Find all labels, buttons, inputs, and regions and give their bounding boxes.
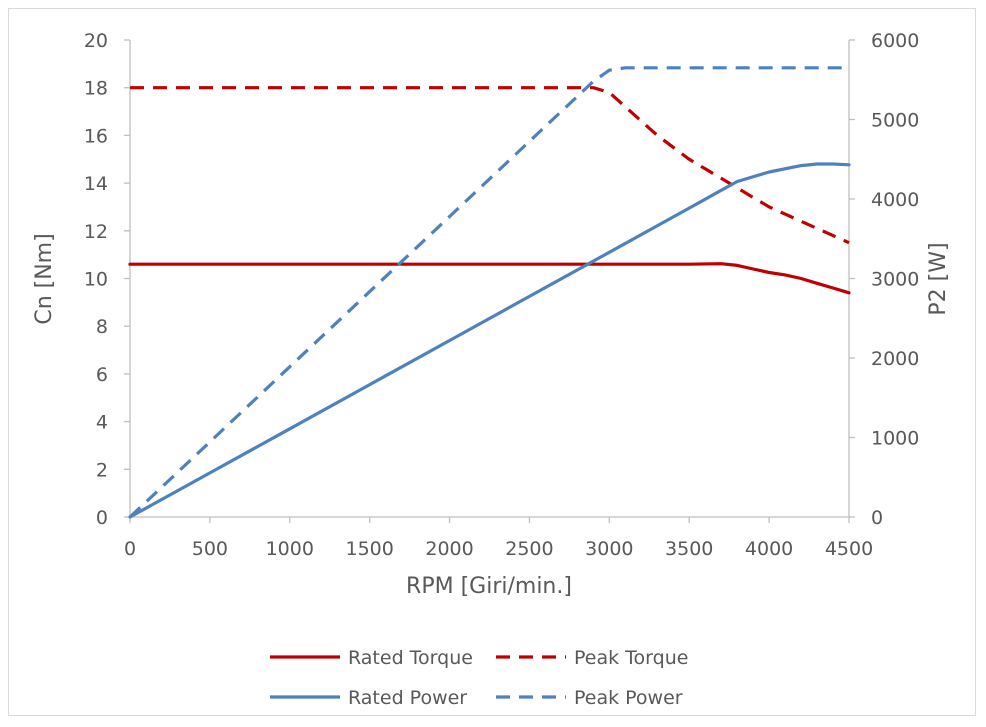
y-left-tick-label: 12 bbox=[84, 221, 108, 243]
x-tick-label: 0 bbox=[124, 538, 136, 560]
series-layer bbox=[128, 66, 851, 519]
legend-label: Rated Torque bbox=[348, 647, 473, 669]
x-tick-label: 2500 bbox=[505, 538, 553, 560]
y-right-tick-label: 5000 bbox=[871, 110, 919, 132]
x-tick-label: 2000 bbox=[425, 538, 473, 560]
y-axis-left-title: Cn [Nm] bbox=[32, 233, 57, 324]
chart-frame bbox=[8, 8, 976, 716]
y-left-tick-label: 16 bbox=[84, 125, 108, 147]
y-right-tick-label: 4000 bbox=[871, 189, 919, 211]
x-tick-label: 3500 bbox=[665, 538, 713, 560]
series-line-rated-power bbox=[128, 162, 851, 519]
series-line-peak-power bbox=[128, 66, 849, 519]
legend-item: Peak Power bbox=[496, 687, 683, 709]
x-tick-label: 4000 bbox=[745, 538, 793, 560]
series-line-rated-torque bbox=[128, 262, 851, 295]
series-line-peak-torque bbox=[130, 86, 850, 245]
x-tick-label: 4500 bbox=[825, 538, 873, 560]
y-left-tick-label: 20 bbox=[84, 30, 108, 52]
legend-label: Rated Power bbox=[348, 687, 467, 709]
y-right-tick-label: 2000 bbox=[871, 348, 919, 370]
legend-label: Peak Power bbox=[574, 687, 683, 709]
y-right-tick-label: 3000 bbox=[871, 269, 919, 291]
y-left-tick-label: 14 bbox=[84, 173, 108, 195]
legend: Rated Torque Peak Torque Rated Power Peak P… bbox=[270, 647, 688, 709]
y-left-tick-label: 0 bbox=[96, 507, 108, 529]
y-right-tick-label: 1000 bbox=[871, 428, 919, 450]
axes-group: 0246810121416182001000200030004000500060… bbox=[84, 30, 920, 560]
legend-item: Peak Torque bbox=[496, 647, 688, 669]
x-tick-label: 3000 bbox=[585, 538, 633, 560]
y-left-tick-label: 8 bbox=[96, 316, 108, 338]
y-right-tick-label: 0 bbox=[871, 507, 883, 529]
y-left-tick-label: 18 bbox=[84, 78, 108, 100]
x-axis-title: RPM [Giri/min.] bbox=[406, 574, 572, 599]
y-left-tick-label: 2 bbox=[96, 459, 108, 481]
y-left-tick-label: 6 bbox=[96, 364, 108, 386]
legend-item: Rated Torque bbox=[270, 647, 473, 669]
y-left-tick-label: 4 bbox=[96, 412, 108, 434]
legend-item: Rated Power bbox=[270, 687, 467, 709]
x-tick-label: 500 bbox=[192, 538, 228, 560]
y-left-tick-label: 10 bbox=[84, 269, 108, 291]
legend-label: Peak Torque bbox=[574, 647, 688, 669]
x-tick-label: 1000 bbox=[266, 538, 314, 560]
x-tick-label: 1500 bbox=[345, 538, 393, 560]
y-right-tick-label: 6000 bbox=[871, 30, 919, 52]
y-axis-right-title: P2 [W] bbox=[926, 242, 951, 315]
